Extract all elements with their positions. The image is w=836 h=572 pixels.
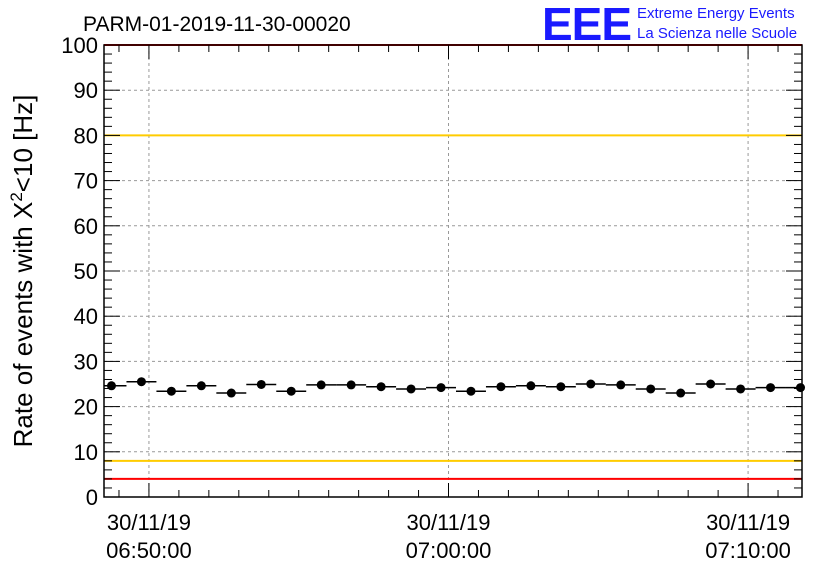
data-point bbox=[676, 388, 686, 398]
y-tick-label: 90 bbox=[74, 78, 98, 103]
data-point bbox=[466, 386, 476, 396]
reference-lines bbox=[104, 44, 802, 480]
x-tick-date: 30/11/19 bbox=[406, 510, 490, 535]
y-tick-label: 30 bbox=[74, 349, 98, 374]
y-tick-label: 70 bbox=[74, 169, 98, 194]
data-point bbox=[496, 382, 506, 392]
data-point bbox=[256, 379, 266, 389]
x-tick-time: 07:10:00 bbox=[705, 538, 791, 563]
y-tick-label: 60 bbox=[74, 214, 98, 239]
y-tick-label: 80 bbox=[74, 123, 98, 148]
logo-line-2: La Scienza nelle Scuole bbox=[637, 25, 797, 42]
data-point bbox=[406, 384, 416, 394]
data-point bbox=[346, 380, 356, 390]
data-point bbox=[436, 383, 446, 393]
logo-eee-text: EEE bbox=[542, 0, 631, 50]
eee-logo: EEE Extreme Energy Events La Scienza nel… bbox=[542, 0, 797, 50]
data-point bbox=[136, 377, 146, 387]
data-point bbox=[286, 386, 296, 396]
data-point bbox=[316, 380, 326, 390]
y-tick-label: 50 bbox=[74, 259, 98, 284]
logo-line-1: Extreme Energy Events bbox=[637, 5, 795, 22]
data-point bbox=[166, 386, 176, 396]
y-axis-label: Rate of events with X2<10 [Hz] bbox=[7, 95, 38, 448]
data-point bbox=[556, 382, 566, 392]
run-title: PARM-01-2019-11-30-00020 bbox=[83, 13, 351, 36]
data-point bbox=[616, 380, 626, 390]
data-point bbox=[526, 381, 536, 391]
data-point bbox=[226, 388, 236, 398]
data-point bbox=[706, 379, 716, 389]
y-tick-label: 10 bbox=[74, 440, 98, 465]
data-point bbox=[646, 384, 656, 394]
y-tick-label: 40 bbox=[74, 304, 98, 329]
y-tick-label: 0 bbox=[86, 485, 98, 510]
data-point bbox=[196, 381, 206, 391]
data-point bbox=[736, 384, 746, 394]
x-tick-time: 07:00:00 bbox=[406, 538, 492, 563]
x-tick-date: 30/11/19 bbox=[107, 510, 191, 535]
data-point bbox=[796, 383, 806, 393]
data-point bbox=[376, 382, 386, 392]
x-tick-labels: 30/11/19 06:50:00 30/11/19 07:00:00 30/11/19… bbox=[106, 510, 791, 563]
y-tick-label: 20 bbox=[74, 395, 98, 420]
grid-lines bbox=[104, 45, 802, 497]
x-tick-time: 06:50:00 bbox=[106, 538, 192, 563]
y-tick-labels: 0 10 20 30 40 50 60 70 80 90 100 bbox=[61, 33, 98, 510]
data-point bbox=[766, 383, 776, 393]
data-points bbox=[104, 377, 806, 398]
data-point bbox=[586, 379, 596, 389]
y-tick-label: 100 bbox=[61, 33, 98, 58]
x-tick-date: 30/11/19 bbox=[706, 510, 790, 535]
axes bbox=[103, 44, 803, 498]
